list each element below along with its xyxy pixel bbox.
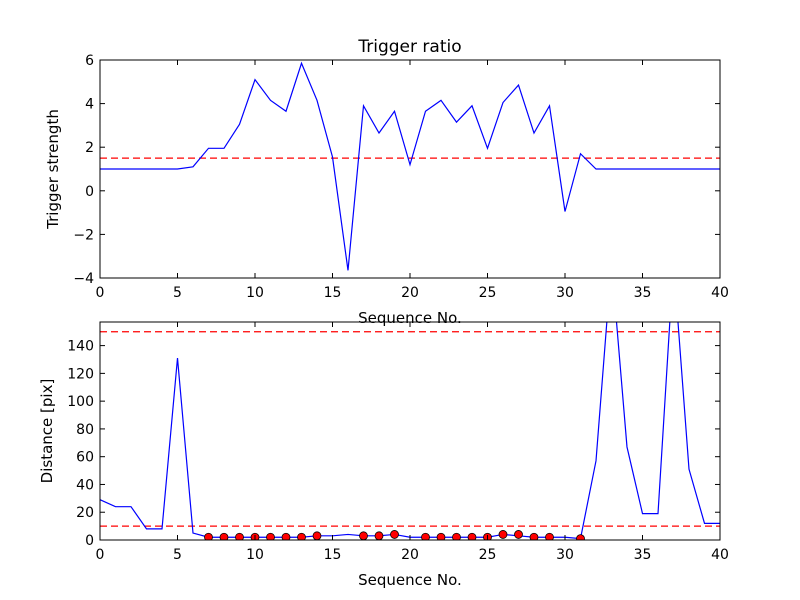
x-tick-label: 35 [634,547,652,563]
x-tick-label: 35 [634,285,652,301]
x-tick-label: 30 [556,547,574,563]
x-tick-label: 5 [173,285,182,301]
bottom-y-axis-label: Distance [pix] [38,379,56,484]
y-tick-label: 60 [76,450,94,466]
bottom-plot-frame [99,321,721,541]
bottom-x-ticks: 0 5 10 15 20 25 30 35 40 [96,322,729,563]
data-point-marker [312,531,322,540]
x-tick-label: 10 [246,285,264,301]
data-point-marker [359,531,368,540]
y-tick-label: 140 [67,339,94,355]
x-tick-label: 30 [556,285,574,301]
data-point-marker [219,532,229,540]
y-tick-label: 0 [85,184,94,200]
y-tick-label: 80 [76,422,94,438]
y-tick-label: 100 [67,394,94,410]
data-point-marker [576,534,585,540]
data-point-marker [529,532,539,540]
x-tick-label: 40 [711,285,729,301]
x-tick-label: 0 [96,547,105,563]
data-point-marker [436,532,446,540]
data-point-marker [467,532,477,540]
top-chart-title: Trigger ratio [357,37,461,57]
x-tick-label: 40 [711,547,729,563]
data-point-marker [297,532,306,540]
data-point-marker [235,532,244,540]
x-tick-label: 25 [479,285,497,301]
data-point-marker [390,530,399,539]
data-point-marker [498,530,508,539]
x-tick-label: 0 [96,285,105,301]
top-series [100,61,720,271]
y-tick-label: 6 [85,53,94,69]
data-point-marker [421,532,430,540]
top-y-axis-label: Trigger strength [44,109,62,230]
top-panel: Trigger ratio 0 5 10 15 20 25 30 35 40 −4−20246 … [44,37,729,327]
y-tick-label: −2 [73,227,94,243]
x-tick-label: 25 [479,547,497,563]
bottom-x-axis-label: Sequence No. [358,571,462,589]
bottom-series [100,322,720,540]
data-point-marker [374,531,384,540]
x-tick-label: 5 [173,547,182,563]
x-tick-label: 20 [401,547,419,563]
data-point-marker [514,530,523,539]
x-tick-label: 15 [324,285,342,301]
bottom-threshold-lines [100,331,720,527]
top-y-ticks: −4 −2 0 2 4 6 [73,53,720,287]
series-line [100,61,720,271]
y-tick-label: −4 [73,271,94,287]
data-point-marker [545,532,554,540]
bottom-markers [204,530,585,540]
y-tick-label: 120 [67,366,94,382]
series-line [100,322,720,540]
data-point-marker [281,532,291,540]
bottom-y-ticks: 0 20 40 60 80 100 120 140 [67,339,720,549]
x-tick-label: 20 [401,285,419,301]
data-point-marker [452,532,461,540]
y-tick-label: 2 [85,140,94,156]
data-point-marker [204,532,213,540]
data-point-marker [266,532,275,540]
y-tick-label: 4 [85,97,94,113]
y-tick-label: 0 [85,533,94,549]
top-x-ticks: 0 5 10 15 20 25 30 35 40 [96,60,729,301]
x-tick-label: 15 [324,547,342,563]
y-tick-label: 40 [76,477,94,493]
x-tick-label: 10 [246,547,264,563]
y-tick-label: 20 [76,505,94,521]
bottom-panel: 0 5 10 15 20 25 30 35 40 0 20 40 60 80 100 120 140 Sequ… [38,321,729,589]
